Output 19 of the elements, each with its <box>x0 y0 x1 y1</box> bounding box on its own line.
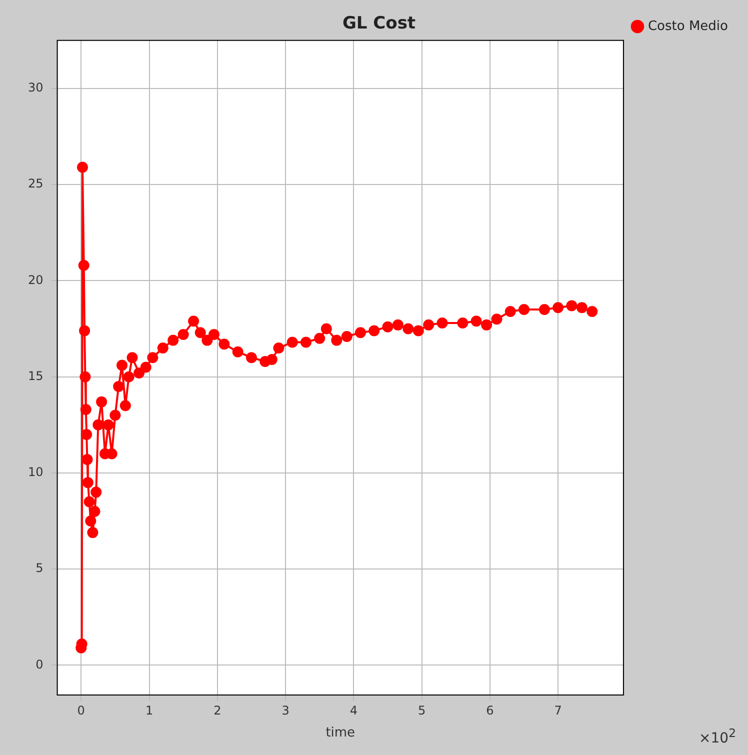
y-tick-label: 0 <box>36 657 44 672</box>
x-axis-title: time <box>326 726 356 741</box>
x-tick-label: 6 <box>486 703 494 718</box>
y-tick-label: 30 <box>28 80 44 95</box>
x-tick-label: 4 <box>350 703 358 718</box>
y-tick-label: 10 <box>28 465 44 480</box>
y-tick-label: 25 <box>28 176 44 191</box>
y-tick-label: 20 <box>28 272 44 287</box>
y-tick-label: 15 <box>28 368 44 383</box>
x-tick-label: 7 <box>554 703 562 718</box>
text: ×10$^{2}$ <box>699 726 736 747</box>
x-tick-label: 3 <box>282 703 290 718</box>
chart-title: GL Cost <box>342 14 416 34</box>
x-tick-label: 1 <box>145 703 154 718</box>
x-tick-label: 5 <box>418 703 426 718</box>
legend-label: Costo Medio <box>648 18 728 34</box>
x-tick-label: 0 <box>77 703 85 718</box>
y-tick-label: 5 <box>36 561 44 576</box>
x-tick-label: 2 <box>214 703 222 718</box>
